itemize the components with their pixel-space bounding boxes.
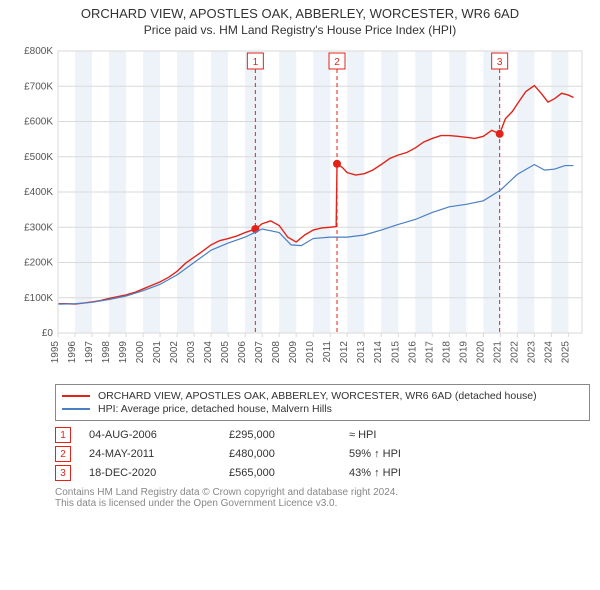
footer-line: Contains HM Land Registry data © Crown c… (55, 487, 590, 498)
svg-text:1997: 1997 (84, 341, 95, 364)
legend-label: ORCHARD VIEW, APOSTLES OAK, ABBERLEY, WO… (98, 390, 537, 402)
svg-text:£600K: £600K (24, 117, 53, 128)
sale-row: 2 24-MAY-2011£480,00059% ↑ HPI (55, 446, 590, 462)
sale-price: £565,000 (229, 467, 349, 479)
svg-text:2014: 2014 (373, 341, 384, 364)
svg-text:1998: 1998 (101, 341, 112, 364)
footer-line: This data is licensed under the Open Gov… (55, 498, 590, 509)
legend-label: HPI: Average price, detached house, Malv… (98, 403, 332, 415)
sale-row: 1 04-AUG-2006£295,000≈ HPI (55, 427, 590, 443)
svg-text:£500K: £500K (24, 152, 53, 163)
legend-item: HPI: Average price, detached house, Malv… (62, 403, 583, 415)
svg-text:1996: 1996 (67, 341, 78, 364)
svg-text:2023: 2023 (526, 341, 537, 364)
svg-text:2004: 2004 (203, 341, 214, 364)
svg-text:2009: 2009 (288, 341, 299, 364)
svg-text:£200K: £200K (24, 258, 53, 269)
svg-text:2022: 2022 (509, 341, 520, 364)
svg-text:2010: 2010 (305, 341, 316, 364)
sale-relative-hpi: ≈ HPI (349, 429, 376, 441)
svg-text:£400K: £400K (24, 187, 53, 198)
svg-text:2: 2 (334, 57, 340, 68)
svg-text:2007: 2007 (254, 341, 265, 364)
sales-table: 1 04-AUG-2006£295,000≈ HPI 2 24-MAY-2011£48… (55, 427, 590, 481)
chart-title: ORCHARD VIEW, APOSTLES OAK, ABBERLEY, WO… (0, 6, 600, 21)
svg-text:2013: 2013 (356, 341, 367, 364)
svg-text:£100K: £100K (24, 293, 53, 304)
svg-text:2024: 2024 (543, 341, 554, 364)
attribution-footer: Contains HM Land Registry data © Crown c… (55, 487, 590, 509)
svg-text:1999: 1999 (118, 341, 129, 364)
legend-swatch (62, 395, 90, 397)
svg-text:2002: 2002 (169, 341, 180, 364)
chart-header: ORCHARD VIEW, APOSTLES OAK, ABBERLEY, WO… (0, 0, 600, 39)
svg-text:£300K: £300K (24, 222, 53, 233)
price-chart: £0 £100K £200K £300K £400K £500K £600K £700K £80… (10, 43, 590, 373)
svg-text:2016: 2016 (407, 341, 418, 364)
sale-row: 3 18-DEC-2020£565,00043% ↑ HPI (55, 465, 590, 481)
svg-text:2012: 2012 (339, 341, 350, 364)
legend-swatch (62, 408, 90, 410)
svg-text:2005: 2005 (220, 341, 231, 364)
sale-date: 18-DEC-2020 (89, 467, 229, 479)
sale-marker-box: 1 (55, 427, 71, 443)
legend-item: ORCHARD VIEW, APOSTLES OAK, ABBERLEY, WO… (62, 390, 583, 402)
svg-text:2015: 2015 (390, 341, 401, 364)
svg-text:2017: 2017 (424, 341, 435, 364)
svg-text:1995: 1995 (50, 341, 61, 364)
sale-relative-hpi: 43% ↑ HPI (349, 467, 401, 479)
svg-text:£0: £0 (42, 328, 54, 339)
chart-area: £0 £100K £200K £300K £400K £500K £600K £700K £80… (10, 43, 590, 376)
svg-text:£800K: £800K (24, 46, 53, 57)
chart-subtitle: Price paid vs. HM Land Registry's House … (0, 23, 600, 37)
svg-text:2020: 2020 (475, 341, 486, 364)
sale-relative-hpi: 59% ↑ HPI (349, 448, 401, 460)
svg-text:2001: 2001 (152, 341, 163, 364)
sale-date: 04-AUG-2006 (89, 429, 229, 441)
svg-text:£700K: £700K (24, 81, 53, 92)
svg-text:2025: 2025 (560, 341, 571, 364)
sale-marker-box: 3 (55, 465, 71, 481)
svg-text:2018: 2018 (441, 341, 452, 364)
sale-marker-box: 2 (55, 446, 71, 462)
sale-price: £295,000 (229, 429, 349, 441)
svg-text:2000: 2000 (135, 341, 146, 364)
sale-price: £480,000 (229, 448, 349, 460)
svg-text:1: 1 (253, 57, 259, 68)
svg-text:2011: 2011 (322, 341, 333, 363)
svg-text:2008: 2008 (271, 341, 282, 364)
sale-date: 24-MAY-2011 (89, 448, 229, 460)
svg-text:2003: 2003 (186, 341, 197, 364)
legend: ORCHARD VIEW, APOSTLES OAK, ABBERLEY, WO… (55, 384, 590, 421)
svg-text:3: 3 (497, 57, 503, 68)
svg-text:2021: 2021 (492, 341, 503, 364)
svg-text:2006: 2006 (237, 341, 248, 364)
svg-text:2019: 2019 (458, 341, 469, 364)
